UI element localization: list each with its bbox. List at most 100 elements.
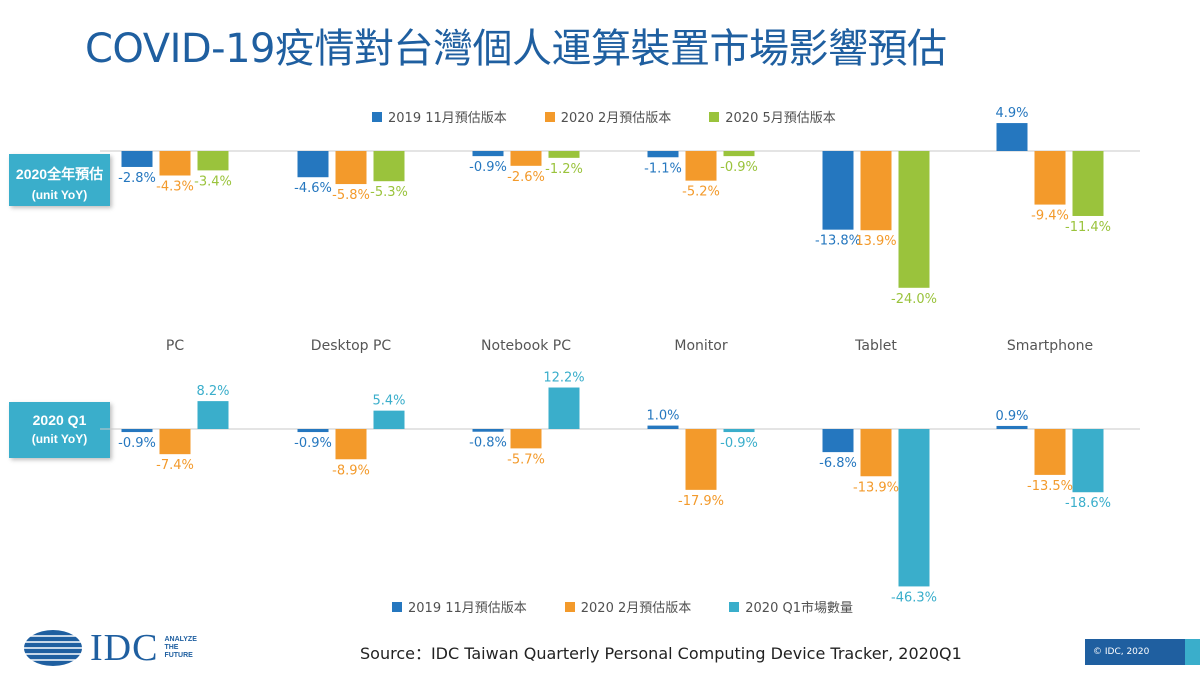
data-label: -4.6% [294,181,332,196]
data-label: -5.7% [507,452,545,467]
bar [898,151,930,288]
data-label: -0.9% [720,436,758,451]
data-label: -0.9% [118,436,156,451]
data-label: -18.6% [1065,496,1111,511]
data-label: 5.4% [372,394,405,409]
data-label: -5.8% [332,188,370,203]
data-label: -1.1% [644,161,682,176]
data-label: 8.2% [196,384,229,399]
bar [1034,429,1066,475]
bar [723,151,755,157]
bar [197,401,229,429]
data-label: 12.2% [543,371,584,386]
category-label: PC [166,338,184,354]
legend-item: 2020 Q1市場數量 [729,597,853,616]
data-label: -0.9% [469,160,507,175]
legend-item: 2019 11月預估版本 [392,597,527,616]
data-label: -24.0% [891,292,937,307]
legend-item: 2020 2月預估版本 [544,107,672,126]
category-label: Desktop PC [311,338,392,354]
bar [510,429,542,449]
bar [685,151,717,181]
category-label: Monitor [674,338,727,354]
data-label: -2.8% [118,171,156,186]
top-legend: 2019 11月預估版本 2020 2月預估版本 2020 5月預估版本 [372,107,836,126]
data-label: 1.0% [646,409,679,424]
copyright: © IDC, 2020 [1085,639,1200,665]
bar [373,410,405,429]
bar [860,429,892,477]
data-label: -13.8% [815,234,861,249]
bottom-badge: 2020 Q1 (unit YoY) [9,402,110,458]
data-label: -6.8% [819,456,857,471]
bar [647,425,679,429]
legend-swatch [392,601,402,612]
bar [996,123,1028,151]
legend-item: 2019 11月預估版本 [372,107,507,126]
bar [159,429,191,455]
tagline-line: ANALYZE [164,636,197,643]
idc-logo: IDC ANALYZE THE FUTURE [22,628,197,668]
bar [1072,151,1104,216]
category-label: Smartphone [1007,338,1093,354]
bottom-badge-unit: (unit YoY) [31,432,88,446]
legend-swatch [709,111,720,122]
bar [685,429,717,490]
source-note: Source：IDC Taiwan Quarterly Personal Com… [360,644,962,663]
bar [996,425,1028,429]
legend-label: 2020 2月預估版本 [580,601,692,616]
data-label: -7.4% [156,458,194,473]
bar [647,151,679,158]
data-label: -8.9% [332,463,370,478]
bar [860,151,892,231]
bar [898,429,930,587]
bar [1072,429,1104,493]
legend-label: 2019 11月預估版本 [388,111,507,126]
data-label: 4.9% [995,106,1028,121]
category-label: Notebook PC [481,338,571,354]
bar [297,429,329,433]
bar [121,151,153,167]
legend-label: 2020 Q1市場數量 [745,601,853,616]
category-label: Tablet [854,338,897,354]
legend-item: 2020 5月預估版本 [709,107,836,126]
legend-label: 2020 2月預估版本 [560,111,672,126]
legend-swatch [544,111,555,122]
data-label: 13.9% [855,234,896,249]
data-label: -0.8% [469,436,507,451]
tagline-line: THE [164,644,179,651]
top-badge-unit: (unit YoY) [31,188,88,202]
data-label: -5.2% [682,185,720,200]
legend-item: 2020 2月預估版本 [564,597,692,616]
data-label: -5.3% [370,185,408,200]
logo-tagline: ANALYZE THE FUTURE [164,636,196,660]
bar [548,151,580,158]
legend-label: 2020 5月預估版本 [725,111,836,126]
bar [335,429,367,460]
data-label: -2.6% [507,170,545,185]
bar [510,151,542,166]
bar [548,387,580,429]
data-label: -0.9% [720,160,758,175]
bar [822,429,854,453]
copyright-accent [1185,639,1200,665]
top-badge: 2020全年預估 (unit YoY) [9,154,110,206]
legend-swatch [372,111,382,122]
legend-label: 2019 11月預估版本 [408,601,527,616]
bar [121,429,153,433]
bar [822,151,854,230]
bar [1034,151,1066,205]
bottom-badge-title: 2020 Q1 [32,412,87,428]
legend-swatch [564,601,575,612]
top-badge-title: 2020全年預估 [15,166,104,182]
data-label: -1.2% [545,162,583,177]
tagline-line: FUTURE [164,652,193,659]
data-label: -11.4% [1065,220,1111,235]
bar [335,151,367,185]
bar [159,151,191,176]
bar [472,429,504,432]
bottom-legend: 2019 11月預估版本 2020 2月預估版本 2020 Q1市場數量 [392,597,853,616]
data-label: -0.9% [294,436,332,451]
logo-text: IDC [90,627,159,669]
